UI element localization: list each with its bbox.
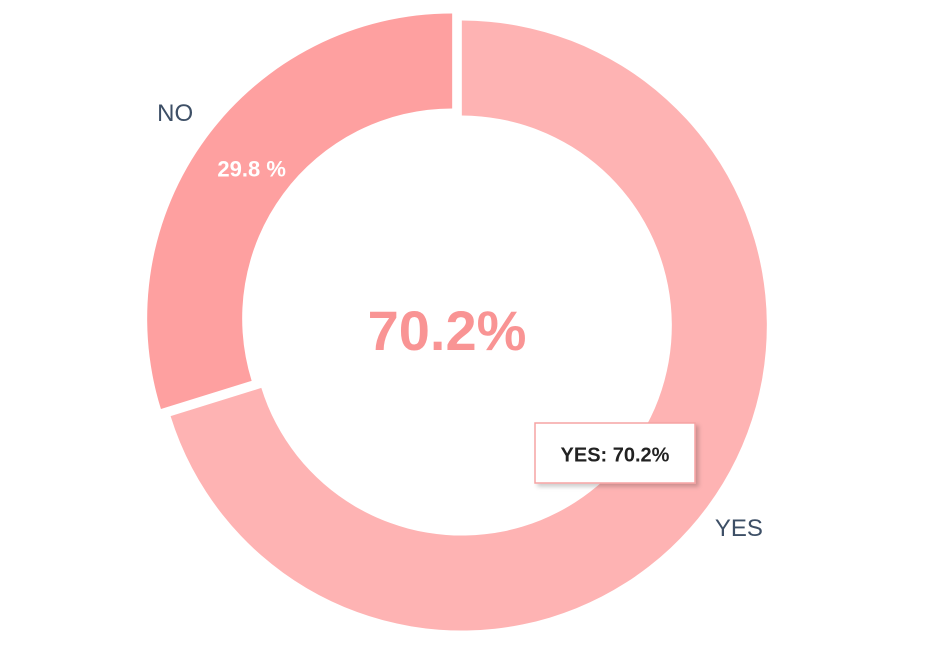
value-label: 29.8 % <box>217 157 286 182</box>
category-label: NO <box>157 100 193 127</box>
slice <box>147 13 453 410</box>
tooltip: YES: 70.2% <box>534 422 696 484</box>
category-label: YES <box>715 515 763 542</box>
tooltip-text: YES: 70.2% <box>561 444 670 466</box>
tooltip-box <box>534 422 696 484</box>
center-label: 70.2% <box>368 299 527 362</box>
